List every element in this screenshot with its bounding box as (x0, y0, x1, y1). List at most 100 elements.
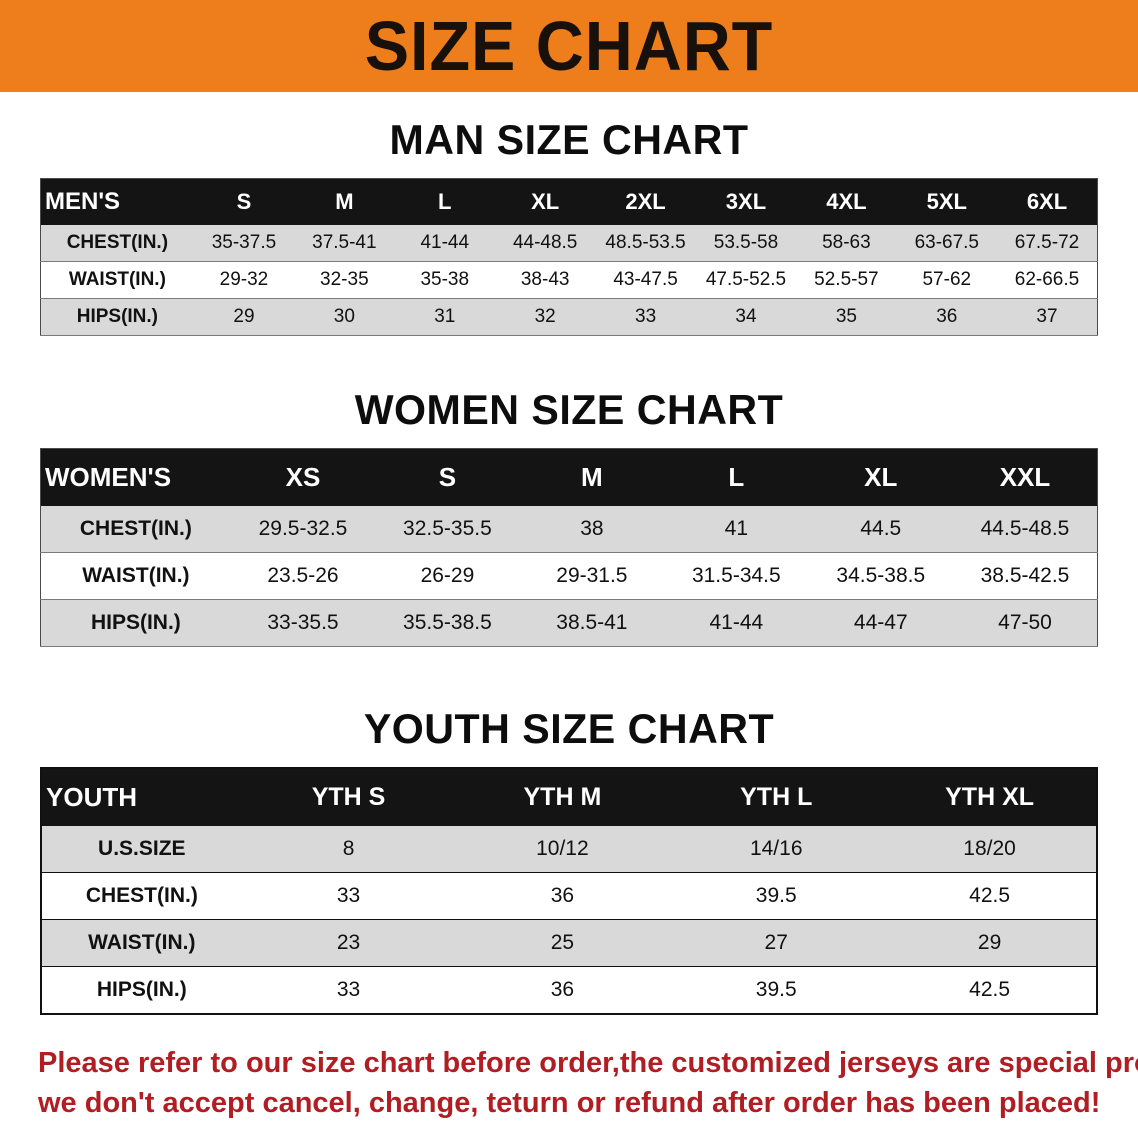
value-cell: 43-47.5 (595, 261, 696, 299)
value-cell: 39.5 (669, 966, 884, 1015)
value-cell: 31 (394, 298, 495, 336)
value-cell: 44-48.5 (494, 225, 596, 262)
value-cell: 33-35.5 (230, 599, 376, 647)
row-label-cell: HIPS(IN.) (40, 599, 231, 647)
value-cell: 30 (294, 298, 395, 336)
size-column-header: S (193, 178, 295, 225)
value-cell: 23.5-26 (230, 552, 376, 600)
size-column-header: YTH M (455, 768, 670, 826)
size-column-header: YTH S (241, 768, 456, 826)
value-cell: 14/16 (669, 826, 884, 873)
size-chart-banner: SIZE CHART (0, 0, 1138, 92)
womens-size-table: WOMEN'S XS S M L XL XXL CHEST(IN.) 29.5-32.5 32.5… (40, 448, 1098, 647)
size-table: WOMEN'S XS S M L XL XXL CHEST(IN.) 29.5-32.5 32.5… (40, 448, 1098, 647)
table-row: WAIST(IN.) 29-32 32-35 35-38 38-43 43-47.5 47.… (40, 261, 1098, 299)
row-label-cell: WAIST(IN.) (40, 552, 231, 600)
women-size-chart-section: WOMEN SIZE CHART WOMEN'S XS S M L XL XXL CHEST(… (0, 386, 1138, 647)
value-cell: 42.5 (883, 872, 1097, 920)
size-table: MEN'S S M L XL 2XL 3XL 4XL 5XL 6XL CHEST(IN.) 35-37… (40, 178, 1098, 336)
youth-size-chart-section: YOUTH SIZE CHART YOUTH YTH S YTH M YTH L YTH… (0, 705, 1138, 1015)
table-header-row: MEN'S S M L XL 2XL 3XL 4XL 5XL 6XL (40, 178, 1098, 225)
value-cell: 33 (595, 298, 696, 336)
size-column-header: L (394, 178, 495, 225)
youth-size-table: YOUTH YTH S YTH M YTH L YTH XL U.S.SIZE 8 10/12… (40, 767, 1098, 1015)
row-label-cell: WAIST(IN.) (40, 261, 194, 299)
value-cell: 27 (669, 919, 884, 967)
size-column-header: L (664, 448, 809, 506)
value-cell: 31.5-34.5 (664, 552, 809, 600)
size-column-header: M (294, 178, 395, 225)
table-header-row: YOUTH YTH S YTH M YTH L YTH XL (41, 768, 1097, 826)
size-column-header: YTH XL (883, 768, 1097, 826)
value-cell: 41-44 (664, 599, 809, 647)
value-cell: 32-35 (294, 261, 395, 299)
value-cell: 38 (519, 506, 665, 553)
size-column-header: XL (494, 178, 596, 225)
value-cell: 32 (494, 298, 596, 336)
value-cell: 23 (241, 919, 456, 967)
size-column-header: 6XL (997, 178, 1098, 225)
value-cell: 48.5-53.5 (595, 225, 696, 262)
value-cell: 35-37.5 (193, 225, 295, 262)
size-column-header: 2XL (595, 178, 696, 225)
value-cell: 38.5-42.5 (953, 552, 1098, 600)
table-corner-header: MEN'S (40, 178, 194, 225)
table-row: CHEST(IN.) 35-37.5 37.5-41 41-44 44-48.5 48.5… (40, 225, 1098, 262)
youth-size-chart-title: YOUTH SIZE CHART (363, 705, 775, 752)
value-cell: 67.5-72 (997, 225, 1098, 262)
table-row: WAIST(IN.) 23.5-26 26-29 29-31.5 31.5-34.5 34… (40, 552, 1098, 600)
value-cell: 62-66.5 (997, 261, 1098, 299)
size-column-header: 4XL (796, 178, 897, 225)
value-cell: 36 (455, 966, 670, 1015)
value-cell: 29.5-32.5 (230, 506, 376, 553)
value-cell: 39.5 (669, 872, 884, 920)
table-row: CHEST(IN.) 33 36 39.5 42.5 (41, 872, 1097, 920)
value-cell: 25 (455, 919, 670, 967)
table-header-row: WOMEN'S XS S M L XL XXL (40, 448, 1098, 506)
value-cell: 52.5-57 (796, 261, 897, 299)
size-column-header: 3XL (695, 178, 797, 225)
table-corner-header: WOMEN'S (40, 448, 231, 506)
size-column-header: M (519, 448, 665, 506)
value-cell: 26-29 (375, 552, 520, 600)
man-size-chart-title: MAN SIZE CHART (389, 116, 749, 163)
size-column-header: XXL (953, 448, 1098, 506)
value-cell: 35 (796, 298, 897, 336)
table-row: U.S.SIZE 8 10/12 14/16 18/20 (41, 826, 1097, 873)
value-cell: 36 (896, 298, 997, 336)
size-column-header: XL (808, 448, 954, 506)
value-cell: 8 (241, 826, 456, 873)
row-label-cell: HIPS(IN.) (41, 966, 242, 1015)
size-column-header: 5XL (896, 178, 997, 225)
value-cell: 38-43 (494, 261, 596, 299)
table-row: WAIST(IN.) 23 25 27 29 (41, 919, 1097, 967)
row-label-cell: CHEST(IN.) (41, 872, 242, 920)
value-cell: 53.5-58 (695, 225, 797, 262)
value-cell: 57-62 (896, 261, 997, 299)
value-cell: 29 (883, 919, 1097, 967)
value-cell: 47-50 (953, 599, 1098, 647)
value-cell: 32.5-35.5 (375, 506, 520, 553)
table-row: CHEST(IN.) 29.5-32.5 32.5-35.5 38 41 44.5 44.5… (40, 506, 1098, 553)
value-cell: 33 (241, 966, 456, 1015)
value-cell: 34.5-38.5 (808, 552, 954, 600)
value-cell: 29-31.5 (519, 552, 665, 600)
man-size-chart-section: MAN SIZE CHART MEN'S S M L XL 2XL 3XL 4XL 5XL 6XL… (0, 116, 1138, 336)
table-row: HIPS(IN.) 29 30 31 32 33 34 35 36 37 (40, 298, 1098, 336)
women-size-chart-title: WOMEN SIZE CHART (354, 386, 784, 433)
notice-line-2: we don't accept cancel, change, teturn o… (38, 1087, 1101, 1120)
value-cell: 44-47 (808, 599, 954, 647)
order-notice: Please refer to our size chart before or… (38, 1043, 1138, 1123)
table-row: HIPS(IN.) 33-35.5 35.5-38.5 38.5-41 41-44 44-… (40, 599, 1098, 647)
value-cell: 35-38 (394, 261, 495, 299)
value-cell: 29 (193, 298, 295, 336)
size-column-header: S (375, 448, 520, 506)
value-cell: 41-44 (394, 225, 495, 262)
value-cell: 41 (664, 506, 809, 553)
value-cell: 58-63 (796, 225, 897, 262)
value-cell: 33 (241, 872, 456, 920)
value-cell: 44.5 (808, 506, 954, 553)
page-title: SIZE CHART (364, 7, 774, 85)
size-column-header: YTH L (669, 768, 884, 826)
value-cell: 10/12 (455, 826, 670, 873)
